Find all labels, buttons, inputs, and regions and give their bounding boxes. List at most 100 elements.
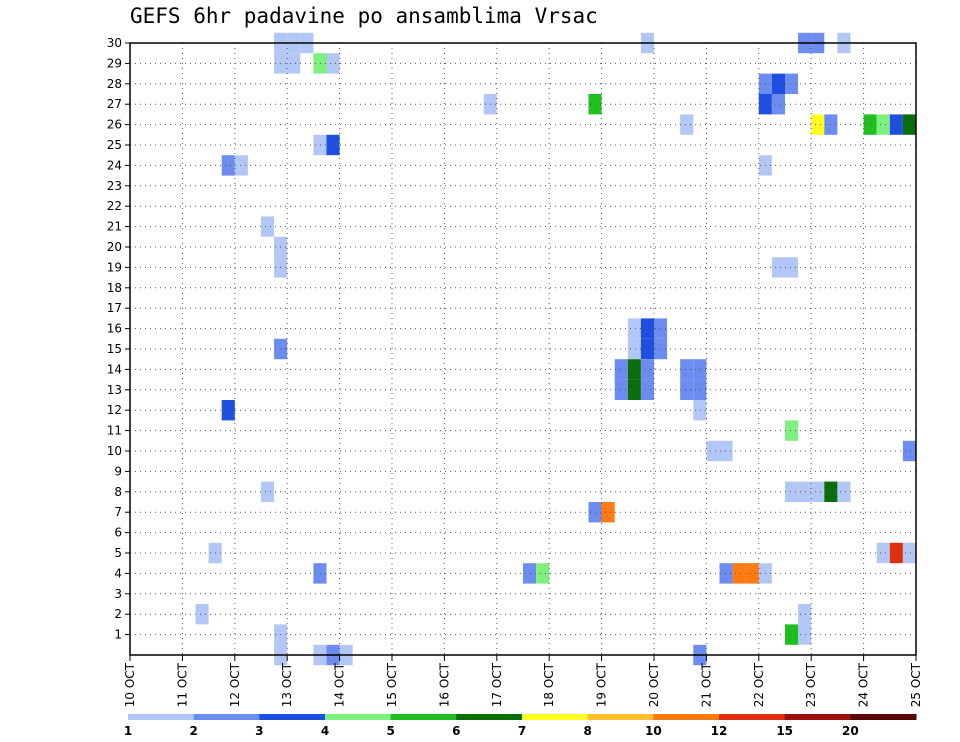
heatmap-cell — [195, 604, 209, 625]
colorbar-label: 5 — [386, 724, 394, 738]
colorbar-segment — [587, 714, 654, 720]
x-tick-label: 20 OCT — [647, 662, 661, 707]
heatmap-cell — [719, 440, 733, 462]
heatmap-cell — [326, 134, 340, 156]
colorbar-label: 10 — [645, 724, 662, 738]
heatmap-cell — [811, 114, 825, 135]
heatmap-cell — [785, 73, 799, 94]
colorbar-label: 7 — [518, 724, 526, 738]
colorbar-segment — [128, 714, 195, 720]
heatmap-cell — [771, 73, 785, 94]
heatmap-cell — [876, 114, 890, 135]
y-tick-label: 10 — [107, 444, 122, 458]
heatmap-cell — [680, 359, 694, 380]
heatmap-cell — [261, 481, 275, 502]
x-tick-label: 10 OCT — [123, 662, 137, 707]
heatmap-cell — [287, 53, 301, 74]
chart-title: GEFS 6hr padavine po ansamblima Vrsac — [130, 4, 598, 28]
heatmap-cell — [313, 563, 327, 584]
y-tick-label: 3 — [114, 587, 122, 601]
y-tick-label: 21 — [107, 220, 122, 234]
grid-lines — [130, 43, 916, 655]
colorbar-label: 6 — [452, 724, 460, 738]
heatmap-cell — [902, 440, 916, 462]
heatmap-cell — [693, 379, 707, 400]
y-tick-label: 23 — [107, 179, 122, 193]
x-tick-label: 17 OCT — [490, 662, 504, 707]
y-tick-label: 7 — [114, 505, 122, 519]
colorbar-segment — [390, 714, 457, 720]
heatmap-cell — [313, 134, 327, 156]
colorbar-label: 12 — [711, 724, 728, 738]
y-tick-label: 2 — [114, 607, 122, 621]
colorbar-segment — [456, 714, 523, 720]
x-tick-label: 16 OCT — [437, 662, 451, 707]
x-tick-label: 19 OCT — [595, 662, 609, 707]
y-tick-label: 1 — [114, 628, 122, 642]
colorbar-segment — [719, 714, 786, 720]
heatmap-cell — [640, 359, 654, 380]
y-tick-label: 13 — [107, 383, 122, 397]
x-tick-label: 11 OCT — [175, 662, 189, 707]
heatmap-cell — [745, 563, 759, 584]
heatmap-cell — [627, 318, 641, 339]
heatmap-cell — [640, 379, 654, 400]
heatmap-cell — [261, 216, 275, 237]
y-tick-label: 27 — [107, 97, 122, 111]
heatmap-cell — [771, 94, 785, 115]
y-tick-label: 11 — [107, 424, 122, 438]
x-tick-label: 24 OCT — [857, 662, 871, 707]
y-tick-label: 20 — [107, 240, 122, 254]
colorbar-label: 1 — [124, 724, 132, 738]
heatmap-cell — [627, 379, 641, 400]
heatmap-cell — [876, 542, 890, 564]
x-tick-label: 12 OCT — [228, 662, 242, 707]
heatmap-cell — [785, 420, 799, 441]
y-tick-label: 8 — [114, 485, 122, 499]
heatmap-cell — [680, 114, 694, 135]
heatmap-cell — [785, 481, 799, 502]
heatmap-cell — [785, 624, 799, 645]
y-tick-label: 25 — [107, 138, 122, 152]
heatmap-cell — [798, 481, 812, 502]
x-axis: 10 OCT 11 OCT 12 OCT 13 OCT 14 OCT 15 OCT 16 O… — [123, 655, 923, 707]
heatmap-cell — [693, 359, 707, 380]
colorbar-segment — [850, 714, 917, 720]
y-tick-label: 19 — [107, 260, 122, 274]
heatmap-cell — [680, 379, 694, 400]
heatmap-cell — [837, 481, 851, 502]
colorbar-segment — [325, 714, 392, 720]
y-tick-label: 15 — [107, 342, 122, 356]
colorbar-label: 8 — [583, 724, 591, 738]
heatmap-cell — [889, 542, 903, 564]
heatmap-cell — [221, 155, 235, 176]
heatmap-cell — [614, 379, 628, 400]
colorbar-segment — [784, 714, 851, 720]
colorbar-label: 20 — [842, 724, 859, 738]
colorbar-segment — [259, 714, 326, 720]
y-tick-label: 9 — [114, 464, 122, 478]
heatmap-cell — [313, 53, 327, 74]
colorbar-label: 15 — [776, 724, 793, 738]
heatmap-cell — [326, 53, 340, 74]
y-tick-label: 5 — [114, 546, 122, 560]
heatmap-cell — [798, 604, 812, 625]
y-tick-label: 18 — [107, 281, 122, 295]
heatmap-cell — [902, 114, 916, 135]
heatmap-cell — [221, 400, 235, 421]
heatmap-cell — [693, 400, 707, 421]
heatmap-cell — [732, 563, 746, 584]
y-tick-label: 17 — [107, 301, 122, 315]
x-tick-label: 22 OCT — [752, 662, 766, 707]
heatmap-cell — [785, 257, 799, 278]
y-tick-label: 14 — [107, 362, 122, 376]
heatmap-cell — [640, 318, 654, 339]
x-tick-label: 23 OCT — [804, 662, 818, 707]
colorbar-label: 3 — [255, 724, 263, 738]
heatmap-cell — [234, 155, 248, 176]
y-tick-label: 28 — [107, 77, 122, 91]
colorbar-segment — [522, 714, 589, 720]
heatmap-cell — [614, 359, 628, 380]
y-tick-label: 16 — [107, 322, 122, 336]
